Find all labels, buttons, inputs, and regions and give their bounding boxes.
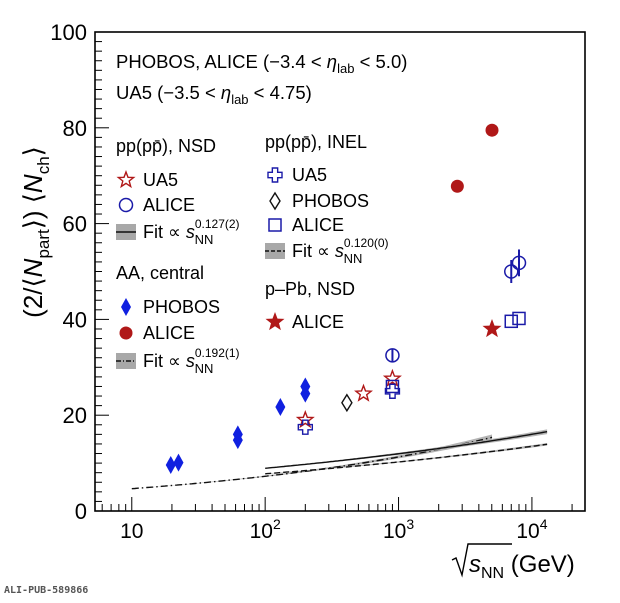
x-tick-label: 103 [383,516,414,543]
y-tick-label: 40 [63,307,87,332]
fit-band [131,434,493,489]
data-point [275,398,286,417]
data-point [165,456,176,475]
legend-title: AA, central [116,263,204,283]
chart-texts: sNN (GeV) (2/⟨Npart⟩) ⟨Nch⟩ PHOBOS, ALICE … [18,51,575,582]
data-point [295,410,315,429]
fit-band [265,443,548,474]
legend-marker [116,170,136,189]
data-point [341,393,353,413]
x-tick-label: 10 [120,520,143,543]
fit-line [265,431,548,469]
legend-label: ALICE [143,195,195,215]
sqrt-symbol [451,543,512,578]
data-point [173,453,184,472]
data-point [511,255,527,271]
data-point [482,319,502,338]
fit-line [265,443,548,475]
header-line: PHOBOS, ALICE (−3.4 < ηlab < 5.0) [116,51,407,76]
fit-line [131,436,493,490]
legend-label: ALICE [143,323,195,343]
data-point [504,314,519,329]
legend-marker [269,191,281,211]
data-point [382,368,402,387]
header-line: UA5 (−3.5 < ηlab < 4.75) [116,82,312,107]
axes: 0 20 40 60 80 100 10 102 103 104 [50,20,573,543]
data-point [232,425,243,444]
legend-marker [265,312,285,331]
legend-label: Fit ∝ s0.127(2) NN [143,217,240,247]
legend-label: PHOBOS [292,191,369,211]
legend-label: PHOBOS [143,297,220,317]
publication-id: ALI-PUB-589866 [4,585,89,596]
fit-curves [131,429,548,490]
legend-title: pp(pp̄), NSD [116,136,216,156]
data-point [504,264,519,279]
data-point [385,348,400,363]
x-tick-label: 102 [250,516,281,543]
legend-title: p–Pb, NSD [265,279,355,299]
legend-marker [118,197,134,213]
data-point [512,311,526,326]
data-point [297,419,314,435]
legend-label: UA5 [292,165,327,185]
legend-marker [267,167,283,183]
legend-label: Fit ∝ s0.120(0) NN [292,236,389,266]
data-point [300,377,311,396]
y-axis-label: (2/⟨Npart⟩) ⟨Nch⟩ [18,146,53,318]
y-tick-label: 60 [63,212,87,237]
y-tick-label: 20 [63,403,87,428]
y-tick-label: 80 [63,116,87,141]
x-axis-label: sNN (GeV) [469,551,575,582]
legend-label: ALICE [292,312,344,332]
legend-label: UA5 [143,170,178,190]
x-tick-label: 104 [516,516,547,543]
y-tick-label: 100 [50,20,87,45]
legend-label: ALICE [292,215,344,235]
legend-title: pp(pp̄), INEL [265,132,367,152]
legend-label: Fit ∝ s0.192(1) NN [143,346,240,376]
data-point [354,383,373,402]
y-tick-label: 0 [75,499,87,524]
data-point [385,379,400,394]
legend-marker [119,326,133,340]
data-points [165,123,527,475]
data-point [384,383,401,399]
legend-marker [121,298,131,316]
legend-marker [268,218,282,232]
data-point [450,179,464,193]
data-point [485,123,499,137]
